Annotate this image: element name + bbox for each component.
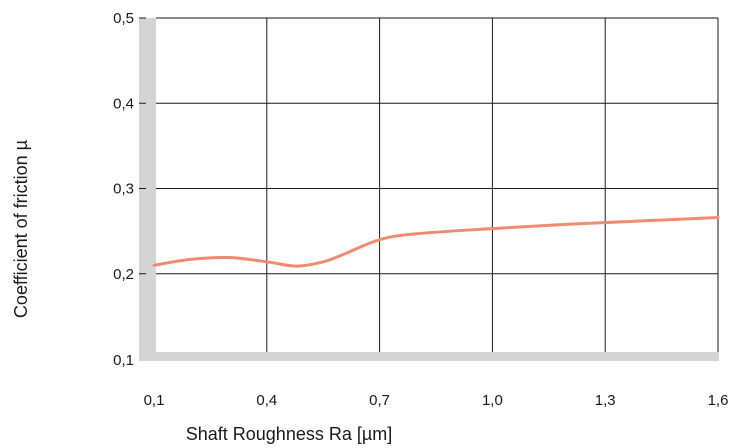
y-tick-label: 0,4 bbox=[113, 95, 134, 112]
x-tick-label: 0,1 bbox=[144, 392, 165, 409]
ticks: 0,1 0,4 0,7 1,0 1,3 1,6 0,1 0,2 0,3 0,4 0,5 bbox=[113, 10, 728, 409]
series-layer bbox=[152, 215, 720, 268]
y-tick-label: 0,2 bbox=[113, 266, 134, 283]
x-tick-label: 1,0 bbox=[482, 392, 503, 409]
x-tick-label: 0,4 bbox=[256, 392, 277, 409]
grid bbox=[156, 17, 719, 352]
x-tick-label: 1,6 bbox=[708, 392, 729, 409]
x-tick-label: 0,7 bbox=[369, 392, 390, 409]
x-axis-title: Shaft Roughness Ra [µm] bbox=[186, 424, 392, 444]
y-tick-label: 0,3 bbox=[113, 181, 134, 198]
friction-curve bbox=[152, 215, 720, 268]
x-tick-label: 1,3 bbox=[595, 392, 616, 409]
y-tick-label: 0,1 bbox=[113, 352, 134, 369]
y-axis-title: Coefficient of friction µ bbox=[11, 140, 31, 318]
y-tick-label: 0,5 bbox=[113, 10, 134, 27]
x-axis-band bbox=[139, 352, 719, 361]
